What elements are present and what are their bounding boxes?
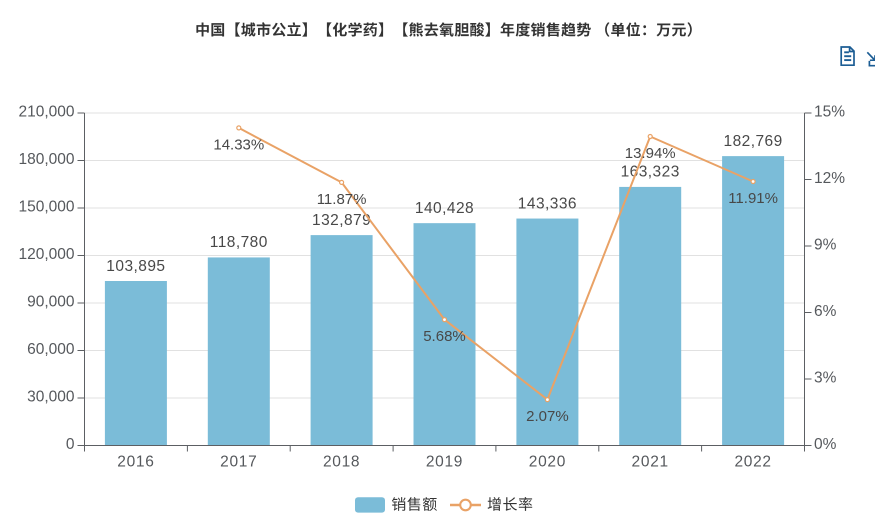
svg-text:132,879: 132,879 — [312, 212, 371, 229]
svg-text:5.68%: 5.68% — [423, 328, 466, 345]
svg-text:118,780: 118,780 — [210, 234, 268, 251]
svg-text:13.94%: 13.94% — [625, 145, 676, 162]
svg-text:143,336: 143,336 — [518, 195, 577, 212]
svg-text:90,000: 90,000 — [27, 293, 75, 310]
svg-text:0: 0 — [66, 436, 75, 453]
svg-text:12%: 12% — [814, 170, 845, 187]
svg-text:140,428: 140,428 — [415, 200, 474, 217]
svg-text:2.07%: 2.07% — [526, 408, 569, 425]
svg-text:11.87%: 11.87% — [317, 191, 367, 208]
svg-text:15%: 15% — [814, 103, 845, 120]
svg-text:2021: 2021 — [632, 453, 669, 470]
svg-text:163,323: 163,323 — [621, 164, 680, 181]
svg-text:2022: 2022 — [734, 453, 771, 470]
svg-text:2018: 2018 — [323, 453, 360, 470]
svg-text:14.33%: 14.33% — [213, 136, 264, 153]
svg-text:150,000: 150,000 — [18, 198, 74, 215]
svg-text:210,000: 210,000 — [18, 103, 74, 120]
svg-text:180,000: 180,000 — [18, 151, 74, 168]
svg-text:2020: 2020 — [529, 453, 566, 470]
svg-text:6%: 6% — [814, 303, 837, 320]
svg-text:9%: 9% — [814, 236, 837, 253]
svg-text:30,000: 30,000 — [27, 388, 75, 405]
svg-text:103,895: 103,895 — [106, 258, 165, 275]
svg-text:0%: 0% — [814, 436, 837, 453]
svg-text:182,769: 182,769 — [724, 133, 783, 150]
svg-text:120,000: 120,000 — [18, 246, 74, 263]
svg-text:60,000: 60,000 — [27, 341, 75, 358]
svg-text:2017: 2017 — [220, 453, 257, 470]
svg-text:3%: 3% — [814, 369, 837, 386]
svg-text:2016: 2016 — [117, 453, 154, 470]
svg-text:11.91%: 11.91% — [728, 190, 778, 207]
svg-text:2019: 2019 — [426, 453, 463, 470]
